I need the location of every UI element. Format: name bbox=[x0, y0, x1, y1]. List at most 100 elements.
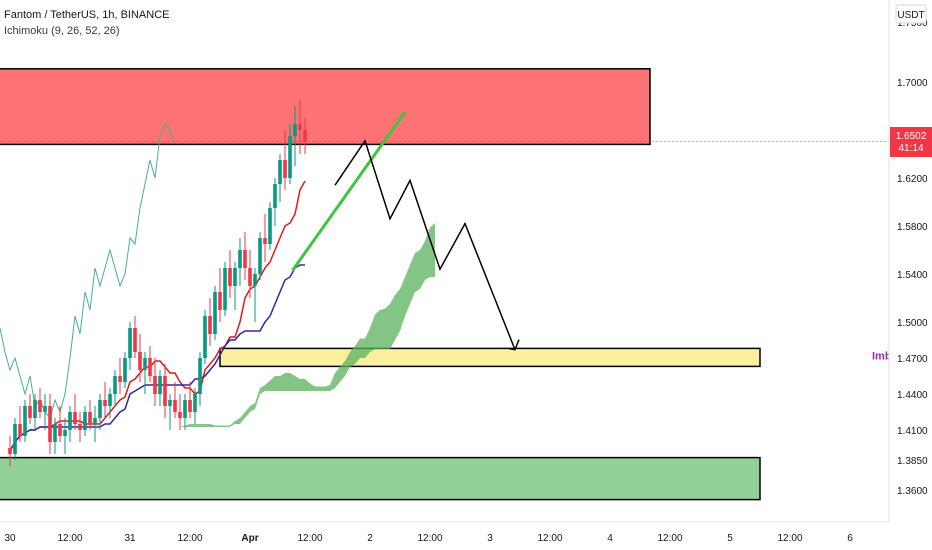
cloud-segment bbox=[260, 385, 265, 394]
y-tick-label: 1.4700 bbox=[897, 354, 928, 365]
cloud-segment bbox=[155, 430, 160, 433]
candle-body bbox=[133, 328, 137, 352]
candle-body bbox=[218, 292, 222, 310]
candle-body bbox=[163, 376, 167, 406]
x-tick-label: 12:00 bbox=[177, 533, 202, 544]
x-tick-label: 12:00 bbox=[297, 533, 322, 544]
candle-body bbox=[243, 250, 247, 268]
candle-body bbox=[43, 406, 47, 412]
cloud-segment bbox=[190, 424, 195, 427]
x-tick-label: 30 bbox=[4, 533, 16, 544]
cloud-segment bbox=[335, 367, 340, 388]
x-tick-label: 31 bbox=[124, 533, 136, 544]
cloud-segment bbox=[290, 373, 295, 391]
cloud-segment bbox=[415, 250, 420, 292]
y-tick-label: 1.5400 bbox=[897, 270, 928, 281]
symbol-title: Fantom / TetherUS, 1h, BINANCE bbox=[4, 9, 170, 21]
cloud-segment bbox=[185, 424, 190, 427]
candle-body bbox=[273, 184, 277, 208]
cloud-segment bbox=[365, 328, 370, 358]
last-price-tag: 1.6502 41:14 bbox=[890, 127, 932, 157]
cloud-segment bbox=[220, 425, 225, 427]
candle-body bbox=[28, 406, 32, 418]
candle-body bbox=[63, 430, 67, 436]
cloud-segment bbox=[150, 433, 155, 436]
cloud-segment bbox=[350, 346, 355, 367]
cloud-segment bbox=[255, 388, 260, 409]
x-tick-label: Apr bbox=[241, 533, 258, 544]
y-tick-label: 1.3600 bbox=[897, 486, 928, 497]
cloud-segment bbox=[360, 338, 365, 358]
cloud-segment bbox=[310, 383, 315, 391]
candle-body bbox=[33, 400, 37, 418]
cloud-segment bbox=[180, 425, 185, 427]
cloud-segment bbox=[325, 385, 330, 391]
cloud-segment bbox=[375, 310, 380, 349]
cloud-segment bbox=[235, 418, 240, 424]
candle-body bbox=[303, 130, 307, 142]
candle-body bbox=[188, 400, 192, 412]
candle-body bbox=[153, 376, 157, 394]
price-axis-panel[interactable] bbox=[889, 0, 932, 550]
cloud-segment bbox=[250, 403, 255, 412]
projection-arrowhead bbox=[508, 339, 520, 351]
x-tick-label: 2 bbox=[367, 533, 373, 544]
cloud-segment bbox=[165, 427, 170, 430]
candle-body bbox=[58, 424, 62, 436]
x-tick-label: 12:00 bbox=[777, 533, 802, 544]
currency-badge[interactable]: USDT bbox=[895, 4, 927, 24]
x-tick-label: 12:00 bbox=[537, 533, 562, 544]
cloud-segment bbox=[300, 379, 305, 391]
cloud-segment bbox=[380, 308, 385, 349]
cloud-segment bbox=[315, 386, 320, 391]
cloud-segment bbox=[425, 227, 430, 280]
candle-body bbox=[78, 424, 82, 430]
candle-body bbox=[13, 424, 17, 454]
candle-body bbox=[108, 394, 112, 406]
candle-body bbox=[248, 268, 252, 286]
cloud-segment bbox=[280, 373, 285, 391]
y-tick-label: 1.4100 bbox=[897, 426, 928, 437]
candle-body bbox=[168, 400, 172, 406]
x-tick-label: 12:00 bbox=[57, 533, 82, 544]
cloud-segment bbox=[140, 442, 145, 451]
candle-body bbox=[198, 358, 202, 394]
candle-body bbox=[118, 376, 122, 382]
lagging-span bbox=[0, 123, 176, 420]
cloud-segment bbox=[215, 425, 220, 427]
candle-body bbox=[263, 238, 267, 244]
x-tick-label: 4 bbox=[607, 533, 613, 544]
candle-body bbox=[48, 406, 52, 442]
candle-body bbox=[53, 424, 57, 442]
cloud-segment bbox=[270, 376, 275, 391]
candle-body bbox=[68, 412, 72, 430]
bar-countdown: 41:14 bbox=[898, 143, 923, 154]
currency-label: USDT bbox=[897, 10, 924, 21]
imbalance-label: Imb bbox=[872, 350, 892, 362]
time-axis-panel[interactable] bbox=[0, 522, 932, 550]
cloud-segment bbox=[370, 314, 375, 352]
candle-body bbox=[88, 412, 92, 424]
cloud-segment bbox=[145, 436, 150, 442]
candle-body bbox=[203, 316, 207, 358]
last-price-value: 1.6502 bbox=[896, 131, 927, 142]
cloud-segment bbox=[230, 421, 235, 427]
x-tick-label: 6 bbox=[847, 533, 853, 544]
cloud-segment bbox=[395, 289, 400, 340]
candle-body bbox=[158, 376, 162, 394]
candle-body bbox=[193, 394, 197, 412]
green-trendline bbox=[291, 111, 407, 272]
candle-body bbox=[233, 268, 237, 286]
y-tick-label: 1.5800 bbox=[897, 222, 928, 233]
candle-body bbox=[268, 208, 272, 244]
cloud-segment bbox=[245, 406, 250, 418]
cloud-segment bbox=[340, 361, 345, 382]
candle-body bbox=[8, 448, 12, 454]
cloud-segment bbox=[285, 373, 290, 391]
candle-body bbox=[213, 292, 217, 334]
candle-body bbox=[253, 274, 257, 286]
candle-body bbox=[148, 358, 152, 376]
candle-body bbox=[103, 400, 107, 406]
candle-body bbox=[123, 358, 127, 382]
